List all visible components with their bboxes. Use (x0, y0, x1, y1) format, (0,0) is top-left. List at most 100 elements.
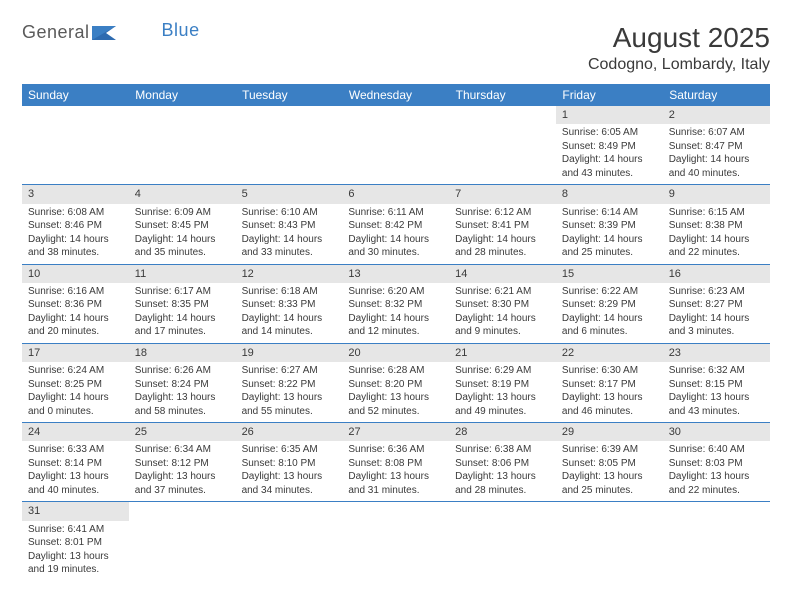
calendar-row: 31Sunrise: 6:41 AMSunset: 8:01 PMDayligh… (22, 502, 770, 581)
day-number: 25 (129, 423, 236, 441)
day-number: 16 (663, 265, 770, 283)
sunset-line: Sunset: 8:29 PM (562, 299, 636, 310)
day-number: 30 (663, 423, 770, 441)
calendar-cell: 6Sunrise: 6:11 AMSunset: 8:42 PMDaylight… (342, 185, 449, 264)
calendar-cell (342, 502, 449, 581)
weekday-header: Tuesday (236, 84, 343, 106)
sunset-line: Sunset: 8:12 PM (135, 458, 209, 469)
day-number: 11 (129, 265, 236, 283)
daylight-line: Daylight: 14 hours and 43 minutes. (562, 154, 643, 179)
calendar-cell: 19Sunrise: 6:27 AMSunset: 8:22 PMDayligh… (236, 343, 343, 422)
sunrise-line: Sunrise: 6:07 AM (669, 127, 745, 138)
sunrise-line: Sunrise: 6:05 AM (562, 127, 638, 138)
weekday-header: Thursday (449, 84, 556, 106)
calendar-cell: 23Sunrise: 6:32 AMSunset: 8:15 PMDayligh… (663, 343, 770, 422)
calendar-cell (22, 106, 129, 185)
calendar-cell: 13Sunrise: 6:20 AMSunset: 8:32 PMDayligh… (342, 264, 449, 343)
calendar-cell (449, 502, 556, 581)
day-number: 21 (449, 344, 556, 362)
sunset-line: Sunset: 8:39 PM (562, 220, 636, 231)
calendar-row: 17Sunrise: 6:24 AMSunset: 8:25 PMDayligh… (22, 343, 770, 422)
daylight-line: Daylight: 14 hours and 40 minutes. (669, 154, 750, 179)
day-number: 4 (129, 185, 236, 203)
sunset-line: Sunset: 8:03 PM (669, 458, 743, 469)
sunrise-line: Sunrise: 6:12 AM (455, 207, 531, 218)
calendar-row: 1Sunrise: 6:05 AMSunset: 8:49 PMDaylight… (22, 106, 770, 185)
sunrise-line: Sunrise: 6:16 AM (28, 286, 104, 297)
day-details: Sunrise: 6:14 AMSunset: 8:39 PMDaylight:… (556, 204, 663, 264)
day-number: 20 (342, 344, 449, 362)
day-number: 9 (663, 185, 770, 203)
sunrise-line: Sunrise: 6:18 AM (242, 286, 318, 297)
sunset-line: Sunset: 8:05 PM (562, 458, 636, 469)
day-number: 23 (663, 344, 770, 362)
day-details: Sunrise: 6:08 AMSunset: 8:46 PMDaylight:… (22, 204, 129, 264)
sunrise-line: Sunrise: 6:15 AM (669, 207, 745, 218)
day-details: Sunrise: 6:10 AMSunset: 8:43 PMDaylight:… (236, 204, 343, 264)
daylight-line: Daylight: 13 hours and 58 minutes. (135, 392, 216, 417)
calendar-cell: 29Sunrise: 6:39 AMSunset: 8:05 PMDayligh… (556, 423, 663, 502)
calendar-row: 10Sunrise: 6:16 AMSunset: 8:36 PMDayligh… (22, 264, 770, 343)
sunset-line: Sunset: 8:42 PM (348, 220, 422, 231)
sunset-line: Sunset: 8:32 PM (348, 299, 422, 310)
weekday-header: Monday (129, 84, 236, 106)
day-details: Sunrise: 6:07 AMSunset: 8:47 PMDaylight:… (663, 124, 770, 184)
day-number: 19 (236, 344, 343, 362)
day-details: Sunrise: 6:12 AMSunset: 8:41 PMDaylight:… (449, 204, 556, 264)
calendar-body: 1Sunrise: 6:05 AMSunset: 8:49 PMDaylight… (22, 106, 770, 581)
sunrise-line: Sunrise: 6:30 AM (562, 365, 638, 376)
daylight-line: Daylight: 13 hours and 28 minutes. (455, 471, 536, 496)
calendar-cell: 1Sunrise: 6:05 AMSunset: 8:49 PMDaylight… (556, 106, 663, 185)
daylight-line: Daylight: 14 hours and 38 minutes. (28, 234, 109, 259)
day-number: 12 (236, 265, 343, 283)
daylight-line: Daylight: 14 hours and 35 minutes. (135, 234, 216, 259)
day-details: Sunrise: 6:35 AMSunset: 8:10 PMDaylight:… (236, 441, 343, 501)
title-block: August 2025 Codogno, Lombardy, Italy (588, 22, 770, 74)
calendar-cell: 30Sunrise: 6:40 AMSunset: 8:03 PMDayligh… (663, 423, 770, 502)
calendar-cell: 11Sunrise: 6:17 AMSunset: 8:35 PMDayligh… (129, 264, 236, 343)
sunrise-line: Sunrise: 6:11 AM (348, 207, 423, 218)
calendar-cell: 17Sunrise: 6:24 AMSunset: 8:25 PMDayligh… (22, 343, 129, 422)
sunset-line: Sunset: 8:33 PM (242, 299, 316, 310)
day-details: Sunrise: 6:24 AMSunset: 8:25 PMDaylight:… (22, 362, 129, 422)
calendar-cell (663, 502, 770, 581)
daylight-line: Daylight: 13 hours and 34 minutes. (242, 471, 323, 496)
calendar-cell: 24Sunrise: 6:33 AMSunset: 8:14 PMDayligh… (22, 423, 129, 502)
daylight-line: Daylight: 14 hours and 9 minutes. (455, 313, 536, 338)
day-details: Sunrise: 6:27 AMSunset: 8:22 PMDaylight:… (236, 362, 343, 422)
day-number: 22 (556, 344, 663, 362)
sunset-line: Sunset: 8:25 PM (28, 379, 102, 390)
calendar-cell (556, 502, 663, 581)
calendar-cell: 26Sunrise: 6:35 AMSunset: 8:10 PMDayligh… (236, 423, 343, 502)
day-details: Sunrise: 6:11 AMSunset: 8:42 PMDaylight:… (342, 204, 449, 264)
calendar-cell: 2Sunrise: 6:07 AMSunset: 8:47 PMDaylight… (663, 106, 770, 185)
calendar-cell: 8Sunrise: 6:14 AMSunset: 8:39 PMDaylight… (556, 185, 663, 264)
page-header: General Blue August 2025 Codogno, Lombar… (22, 22, 770, 74)
sunset-line: Sunset: 8:38 PM (669, 220, 743, 231)
day-number: 14 (449, 265, 556, 283)
sunset-line: Sunset: 8:01 PM (28, 537, 102, 548)
day-number: 5 (236, 185, 343, 203)
day-details: Sunrise: 6:17 AMSunset: 8:35 PMDaylight:… (129, 283, 236, 343)
daylight-line: Daylight: 13 hours and 25 minutes. (562, 471, 643, 496)
daylight-line: Daylight: 14 hours and 22 minutes. (669, 234, 750, 259)
daylight-line: Daylight: 13 hours and 52 minutes. (348, 392, 429, 417)
day-details: Sunrise: 6:40 AMSunset: 8:03 PMDaylight:… (663, 441, 770, 501)
calendar-cell: 22Sunrise: 6:30 AMSunset: 8:17 PMDayligh… (556, 343, 663, 422)
calendar-cell: 20Sunrise: 6:28 AMSunset: 8:20 PMDayligh… (342, 343, 449, 422)
day-number: 18 (129, 344, 236, 362)
daylight-line: Daylight: 14 hours and 6 minutes. (562, 313, 643, 338)
day-number: 26 (236, 423, 343, 441)
day-details: Sunrise: 6:34 AMSunset: 8:12 PMDaylight:… (129, 441, 236, 501)
sunrise-line: Sunrise: 6:27 AM (242, 365, 318, 376)
day-details: Sunrise: 6:33 AMSunset: 8:14 PMDaylight:… (22, 441, 129, 501)
daylight-line: Daylight: 14 hours and 25 minutes. (562, 234, 643, 259)
sunrise-line: Sunrise: 6:21 AM (455, 286, 531, 297)
sunrise-line: Sunrise: 6:17 AM (135, 286, 211, 297)
sunrise-line: Sunrise: 6:26 AM (135, 365, 211, 376)
weekday-header: Friday (556, 84, 663, 106)
weekday-header: Saturday (663, 84, 770, 106)
sunrise-line: Sunrise: 6:20 AM (348, 286, 424, 297)
day-number: 2 (663, 106, 770, 124)
sunset-line: Sunset: 8:27 PM (669, 299, 743, 310)
